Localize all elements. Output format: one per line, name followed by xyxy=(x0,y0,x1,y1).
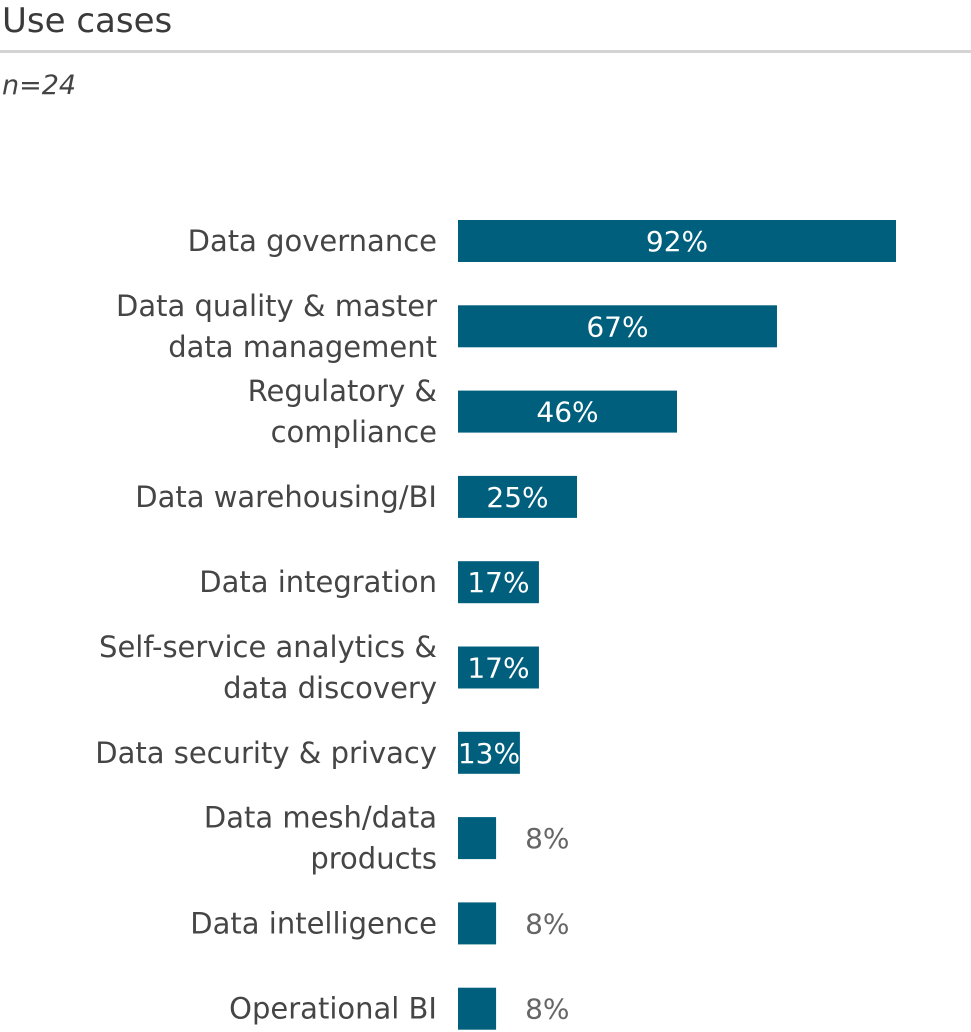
data-label: 8% xyxy=(525,907,569,940)
data-label: 67% xyxy=(586,310,648,343)
category-label: Data mesh/data xyxy=(204,801,437,835)
bar xyxy=(458,646,539,689)
data-label: 8% xyxy=(525,822,569,855)
category-label: compliance xyxy=(271,415,437,449)
category-label: data discovery xyxy=(223,671,437,705)
category-label: Operational BI xyxy=(229,992,437,1026)
category-label: Self-service analytics & xyxy=(99,630,437,664)
data-label: 46% xyxy=(536,396,598,429)
bar xyxy=(458,475,578,518)
bar xyxy=(458,390,677,433)
category-label: Data warehousing/BI xyxy=(135,480,437,514)
category-label: data management xyxy=(168,330,437,364)
chart-title: Use cases xyxy=(2,1,173,41)
category-label: Data security & privacy xyxy=(95,736,437,770)
category-label: Regulatory & xyxy=(248,374,437,408)
title-divider xyxy=(0,50,971,53)
bar xyxy=(458,902,497,945)
bar xyxy=(458,305,777,348)
chart-subtitle: n=24 xyxy=(2,70,77,101)
bar xyxy=(458,987,497,1030)
category-label: products xyxy=(310,842,437,876)
data-label: 13% xyxy=(458,737,520,770)
bar xyxy=(458,731,520,774)
data-label: 92% xyxy=(646,225,708,258)
category-label: Data intelligence xyxy=(190,906,437,940)
category-label: Data quality & master xyxy=(116,289,437,323)
bar xyxy=(458,220,896,262)
data-label: 25% xyxy=(486,481,548,514)
category-label: Data governance xyxy=(188,224,437,258)
bar xyxy=(458,817,497,860)
data-label: 17% xyxy=(467,566,529,599)
data-label: 17% xyxy=(467,652,529,685)
data-label: 8% xyxy=(525,993,569,1026)
bar xyxy=(458,561,539,604)
category-label: Data integration xyxy=(199,565,437,599)
